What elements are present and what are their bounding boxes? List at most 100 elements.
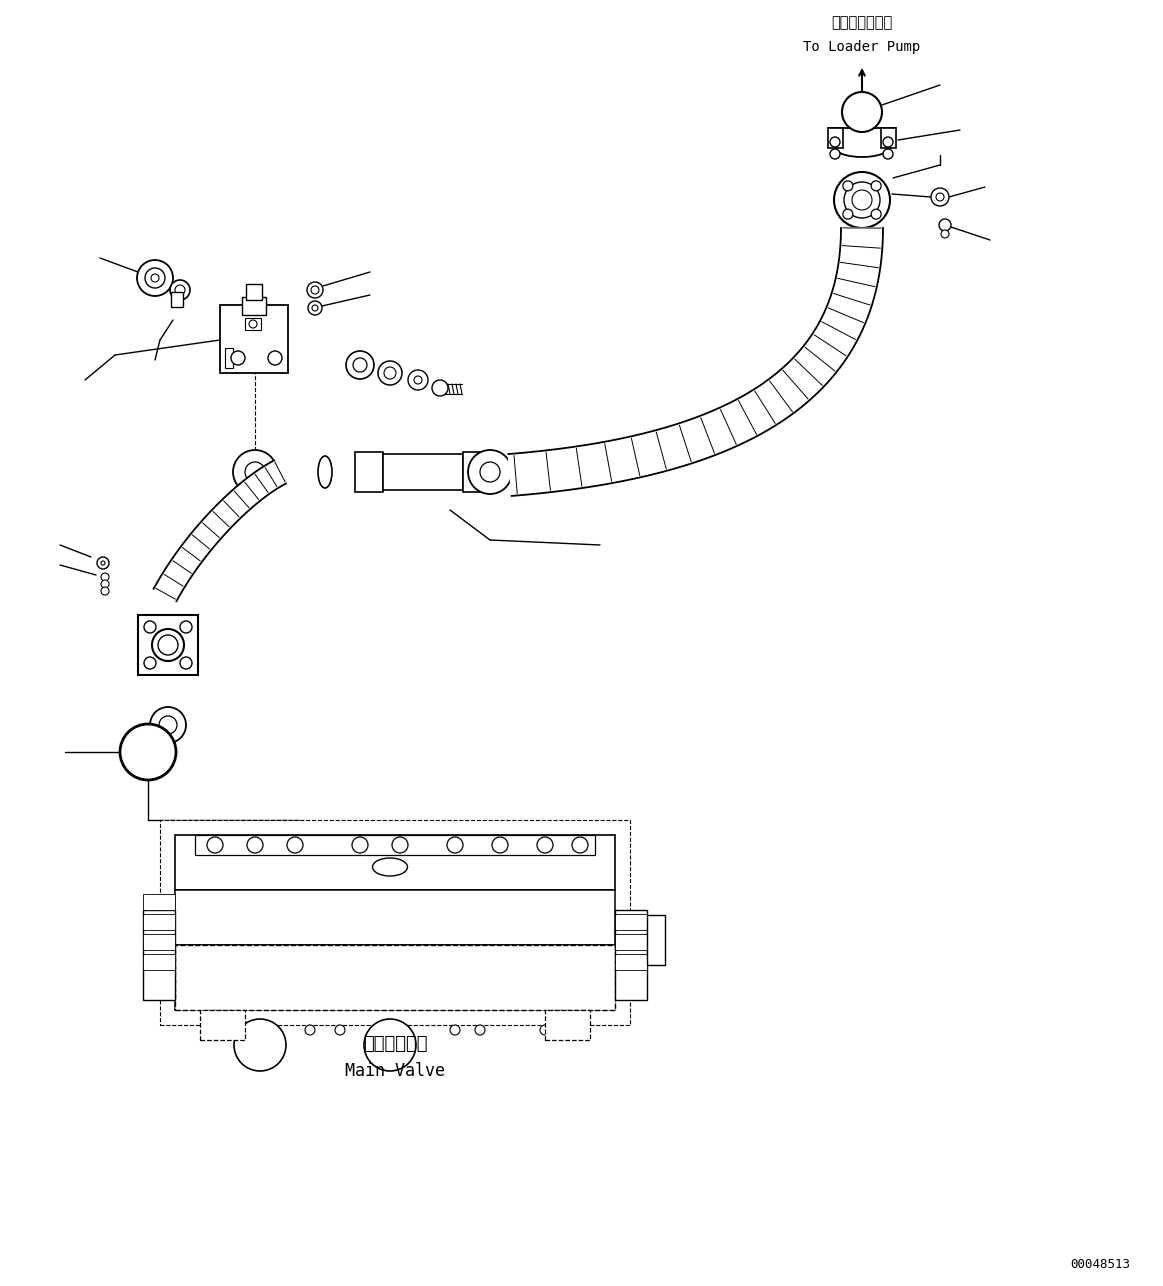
Bar — [138, 615, 198, 675]
Circle shape — [518, 913, 542, 937]
Circle shape — [120, 724, 176, 781]
Circle shape — [414, 376, 422, 385]
Circle shape — [354, 953, 368, 967]
Circle shape — [308, 301, 322, 315]
Circle shape — [572, 837, 588, 853]
Circle shape — [447, 837, 463, 853]
Circle shape — [144, 621, 156, 633]
Circle shape — [552, 953, 568, 967]
Circle shape — [249, 320, 257, 328]
Circle shape — [936, 193, 944, 201]
Circle shape — [152, 629, 184, 661]
Circle shape — [159, 716, 177, 734]
Circle shape — [234, 1019, 286, 1071]
Circle shape — [101, 586, 109, 595]
Circle shape — [238, 913, 262, 937]
Circle shape — [843, 181, 852, 190]
Circle shape — [312, 305, 317, 311]
Circle shape — [150, 707, 186, 743]
Bar — [143, 894, 174, 910]
Bar — [242, 297, 266, 315]
Circle shape — [431, 379, 448, 396]
Circle shape — [235, 1025, 245, 1035]
Circle shape — [151, 274, 159, 282]
Bar — [355, 451, 383, 493]
Bar — [383, 454, 463, 490]
Circle shape — [144, 657, 156, 669]
Bar — [195, 835, 595, 855]
Circle shape — [941, 230, 949, 238]
Circle shape — [842, 93, 882, 132]
Bar — [615, 954, 647, 970]
Circle shape — [233, 450, 277, 494]
Circle shape — [384, 367, 395, 379]
Circle shape — [247, 837, 263, 853]
Circle shape — [883, 138, 893, 147]
Circle shape — [830, 138, 840, 147]
Bar — [247, 284, 262, 300]
Bar — [143, 910, 174, 1001]
Bar — [615, 910, 647, 1001]
Bar — [174, 945, 615, 1010]
Circle shape — [508, 903, 552, 946]
Circle shape — [213, 953, 227, 967]
Circle shape — [174, 285, 185, 294]
Bar — [171, 292, 183, 307]
Circle shape — [871, 210, 882, 219]
Bar — [245, 318, 261, 331]
Circle shape — [347, 351, 374, 379]
Circle shape — [883, 149, 893, 159]
Circle shape — [450, 1025, 461, 1035]
Circle shape — [939, 219, 951, 231]
Circle shape — [287, 837, 304, 853]
Bar — [174, 835, 615, 890]
Bar — [160, 820, 630, 1025]
Circle shape — [231, 351, 245, 365]
Circle shape — [207, 837, 223, 853]
Circle shape — [258, 953, 272, 967]
Circle shape — [480, 462, 500, 482]
Text: 00048513: 00048513 — [1070, 1258, 1130, 1271]
Circle shape — [228, 903, 272, 946]
Circle shape — [504, 953, 518, 967]
Circle shape — [180, 657, 192, 669]
Text: To Loader Pump: To Loader Pump — [804, 40, 921, 54]
Circle shape — [475, 1025, 485, 1035]
Circle shape — [852, 190, 872, 210]
Ellipse shape — [372, 858, 407, 876]
Circle shape — [537, 837, 552, 853]
Circle shape — [843, 210, 852, 219]
Bar — [882, 129, 896, 148]
Circle shape — [352, 837, 368, 853]
Circle shape — [101, 580, 109, 588]
Bar — [220, 305, 288, 373]
Circle shape — [408, 370, 428, 390]
Bar — [615, 914, 647, 930]
Circle shape — [335, 1025, 345, 1035]
Bar — [828, 129, 843, 148]
Text: メインバルブ: メインバルブ — [363, 1035, 427, 1053]
Ellipse shape — [317, 457, 331, 487]
Circle shape — [180, 621, 192, 633]
Circle shape — [245, 462, 265, 482]
Polygon shape — [154, 460, 286, 602]
Circle shape — [101, 574, 109, 581]
Circle shape — [492, 837, 508, 853]
Circle shape — [137, 260, 173, 296]
Bar — [143, 954, 174, 970]
Bar — [615, 934, 647, 950]
Text: Main Valve: Main Valve — [345, 1062, 445, 1080]
Circle shape — [305, 1025, 315, 1035]
Circle shape — [468, 450, 512, 494]
Circle shape — [392, 837, 408, 853]
Circle shape — [170, 280, 190, 300]
Circle shape — [368, 903, 412, 946]
Bar — [545, 1010, 590, 1040]
Circle shape — [834, 172, 890, 228]
Bar — [647, 916, 665, 964]
Circle shape — [304, 953, 317, 967]
Circle shape — [158, 635, 178, 655]
Circle shape — [267, 351, 281, 365]
Circle shape — [932, 188, 949, 206]
Circle shape — [97, 557, 109, 568]
